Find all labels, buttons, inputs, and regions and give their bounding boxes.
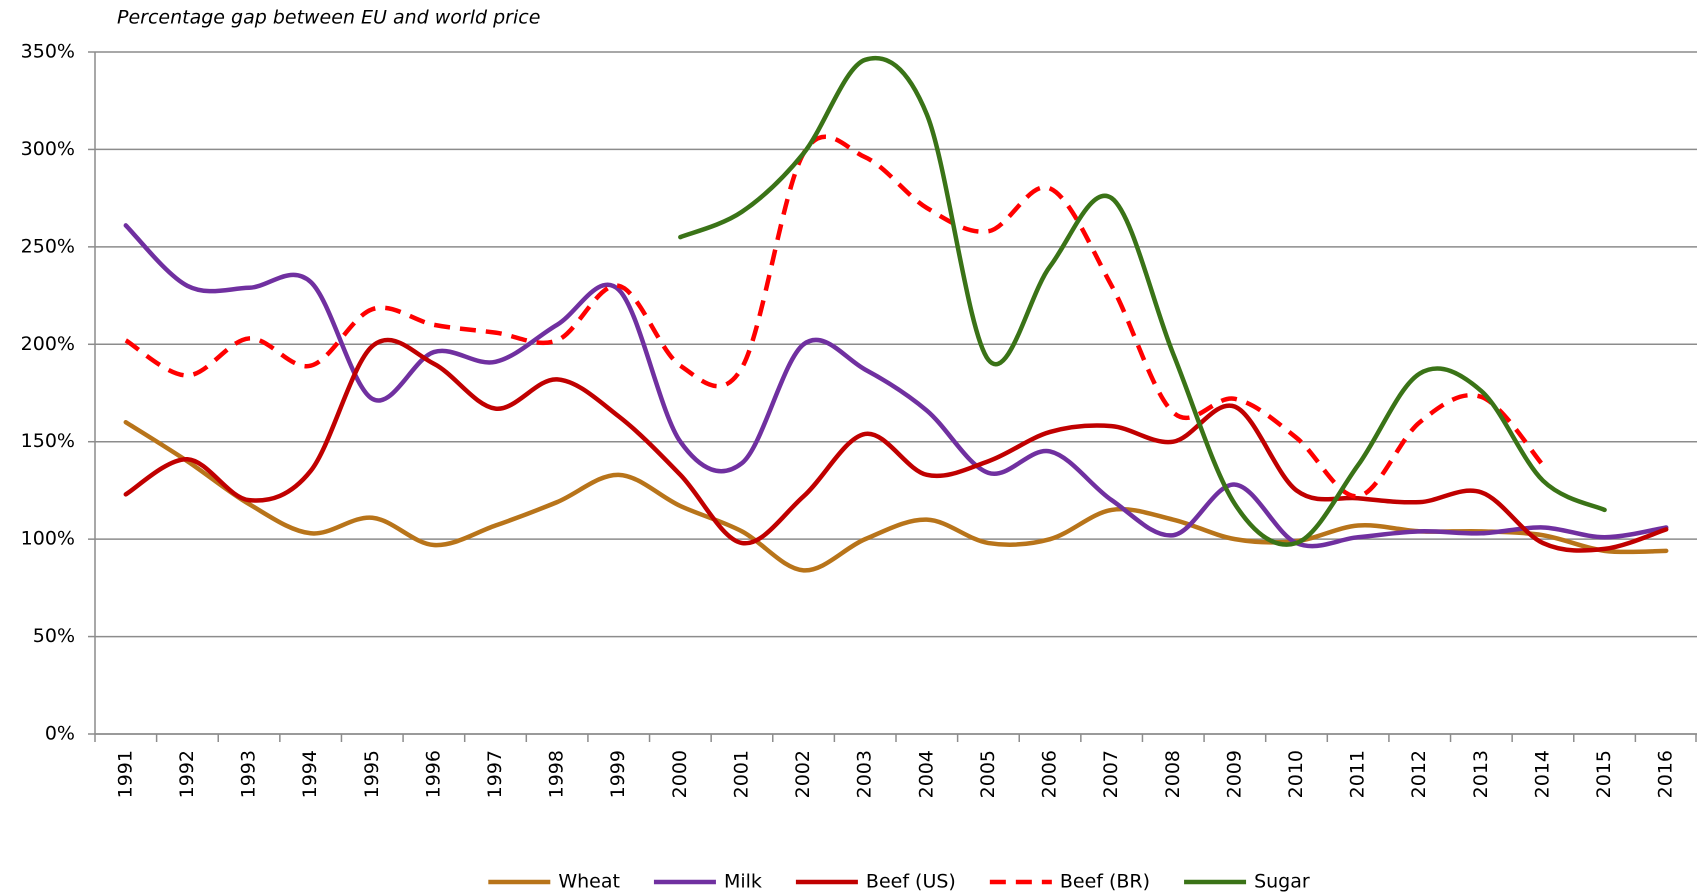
chart-subtitle: Percentage gap between EU and world pric…	[117, 7, 540, 29]
y-tick-label: 50%	[33, 625, 75, 647]
x-tick-label: 2010	[1285, 750, 1307, 798]
legend-label: Wheat	[558, 871, 620, 893]
series-line	[123, 337, 1669, 553]
y-tick-label: 250%	[21, 235, 75, 257]
y-tick-label: 200%	[21, 333, 75, 355]
series-line	[123, 223, 1669, 549]
x-tick-label: 2015	[1593, 750, 1615, 798]
x-tick-label: 2014	[1531, 750, 1553, 798]
legend-label: Beef (US)	[866, 871, 956, 893]
x-tick-label: 2016	[1655, 750, 1677, 798]
series-line	[123, 419, 1669, 573]
legend-label: Sugar	[1254, 871, 1310, 893]
x-tick-label: 1998	[546, 750, 568, 798]
x-tick-label: 2011	[1347, 750, 1369, 798]
series-line	[678, 55, 1607, 547]
y-tick-label: 350%	[21, 41, 75, 63]
series-line	[124, 134, 1545, 499]
x-tick-label: 2000	[669, 750, 691, 798]
legend-label: Beef (BR)	[1060, 871, 1150, 893]
x-tick-label: 2004	[915, 750, 937, 798]
x-tick-label: 2003	[854, 750, 876, 798]
x-tick-label: 2012	[1408, 750, 1430, 798]
x-tick-label: 2007	[1100, 750, 1122, 798]
x-tick-label: 1994	[299, 750, 321, 798]
x-tick-label: 2013	[1470, 750, 1492, 798]
x-tick-label: 2009	[1223, 750, 1245, 798]
legend-label: Milk	[724, 871, 762, 893]
x-tick-label: 2002	[792, 750, 814, 798]
x-tick-label: 1999	[607, 750, 629, 798]
x-tick-label: 1993	[238, 750, 260, 798]
x-tick-label: 2001	[730, 750, 752, 798]
y-tick-label: 0%	[45, 723, 75, 745]
x-tick-label: 1992	[176, 750, 198, 798]
y-tick-label: 100%	[21, 528, 75, 550]
x-tick-label: 2005	[977, 750, 999, 798]
x-tick-label: 2006	[1039, 750, 1061, 798]
x-tick-label: 2008	[1162, 750, 1184, 798]
y-tick-label: 150%	[21, 430, 75, 452]
x-tick-label: 1995	[361, 750, 383, 798]
y-tick-label: 300%	[21, 138, 75, 160]
x-tick-label: 1997	[484, 750, 506, 798]
x-tick-label: 1996	[422, 750, 444, 798]
x-tick-label: 1991	[114, 750, 136, 798]
